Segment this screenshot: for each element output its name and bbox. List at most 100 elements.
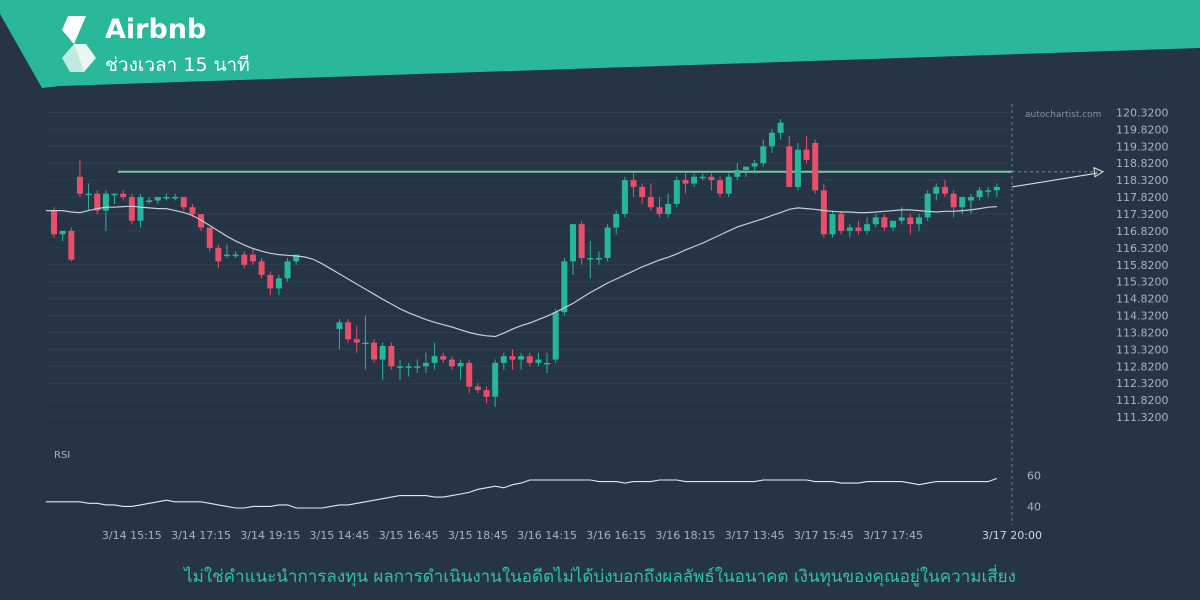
- candle-body: [673, 180, 680, 204]
- y-tick-label: 111.3200: [1116, 411, 1169, 424]
- candle-body: [258, 261, 265, 275]
- y-tick-label: 117.8200: [1116, 191, 1169, 204]
- y-tick-label: 111.8200: [1116, 394, 1169, 407]
- x-tick-label: 3/16 14:15: [517, 529, 577, 542]
- rsi-tick-label: 40: [1027, 500, 1041, 513]
- candle-body: [379, 346, 386, 360]
- candle-body: [587, 258, 594, 260]
- risk-disclaimer: ไม่ใช่คำแนะนำการลงทุน ผลการดำเนินงานในอด…: [184, 567, 1016, 587]
- candle-body: [760, 146, 767, 164]
- y-tick-label: 118.8200: [1116, 157, 1169, 170]
- candle-body: [967, 197, 974, 201]
- candle-body: [483, 390, 490, 397]
- candle-body: [388, 346, 395, 367]
- candle-body: [578, 224, 585, 258]
- banner-shape: [0, 0, 1200, 88]
- candle-body: [224, 254, 230, 257]
- candle-body: [284, 261, 291, 279]
- candle-body: [440, 356, 447, 360]
- candle-body: [535, 359, 542, 363]
- y-tick-label: 112.3200: [1116, 377, 1169, 390]
- x-tick-label: 3/15 16:45: [379, 529, 439, 542]
- y-tick-label: 116.3200: [1116, 242, 1169, 255]
- candle-body: [128, 197, 135, 221]
- x-tick-label: 3/14 19:15: [240, 529, 300, 542]
- candle-body: [613, 214, 620, 228]
- candle-body: [751, 163, 758, 167]
- candle-body: [708, 176, 715, 181]
- y-tick-label: 120.3200: [1116, 106, 1169, 119]
- candle-body: [768, 132, 775, 147]
- candle-body: [950, 193, 957, 208]
- candle-body: [509, 356, 516, 360]
- candle-body: [267, 274, 274, 289]
- header-banner: [0, 0, 1200, 88]
- y-tick-label: 115.8200: [1116, 259, 1169, 272]
- candle-body: [838, 214, 845, 231]
- candle-body: [154, 197, 161, 201]
- candle-body: [448, 359, 455, 367]
- candle-body: [864, 224, 871, 231]
- candle-body: [630, 180, 637, 187]
- rsi-tick-label: 60: [1027, 469, 1041, 482]
- candle-body: [890, 220, 897, 228]
- candle-body: [552, 312, 559, 360]
- candle-body: [466, 362, 473, 387]
- candle-body: [275, 278, 282, 289]
- candle-body: [699, 176, 706, 179]
- candle-body: [777, 122, 784, 133]
- candle-body: [898, 217, 905, 221]
- x-tick-label: 3/17 13:45: [725, 529, 785, 542]
- projection-arrow: [1011, 166, 1105, 188]
- candle-body: [353, 339, 360, 343]
- candle-body: [405, 366, 412, 368]
- candle-body: [293, 254, 300, 262]
- candle-body: [786, 146, 793, 187]
- candle-body: [907, 217, 914, 225]
- candle-body: [146, 200, 153, 202]
- y-tick-label: 112.8200: [1116, 360, 1169, 373]
- x-tick-label: 3/17 20:00: [982, 529, 1042, 542]
- x-tick-label: 3/16 18:15: [655, 529, 715, 542]
- x-tick-label: 3/15 18:45: [448, 529, 508, 542]
- candle-body: [647, 197, 654, 208]
- candle-body: [941, 186, 948, 194]
- candle-body: [215, 247, 222, 262]
- candle-body: [189, 207, 196, 214]
- candle-body: [68, 230, 75, 260]
- candle-body: [59, 230, 66, 235]
- y-tick-label: 118.3200: [1116, 174, 1169, 187]
- candle-body: [137, 197, 144, 221]
- candle-body: [371, 342, 378, 360]
- candle-body: [803, 149, 810, 160]
- watermark: autochartist.com: [1025, 110, 1101, 120]
- candle-body: [872, 217, 879, 225]
- y-tick-label: 119.8200: [1116, 123, 1169, 136]
- x-tick-label: 3/16 16:15: [586, 529, 646, 542]
- candle-body: [604, 227, 611, 258]
- candle-body: [544, 362, 551, 365]
- x-tick-label: 3/17 17:45: [863, 529, 923, 542]
- rsi-axis-ticks: 60 40: [1027, 469, 1041, 513]
- candle-body: [985, 190, 992, 192]
- candle-body: [916, 217, 922, 225]
- candle-body: [794, 149, 801, 187]
- candle-body: [665, 203, 672, 214]
- candle-body: [976, 190, 983, 198]
- candle-body: [812, 142, 819, 191]
- candle-body: [682, 180, 689, 184]
- candle-body: [336, 322, 343, 330]
- rsi-label: RSI: [54, 450, 70, 461]
- candle-body: [959, 197, 966, 208]
- candle-body: [431, 356, 438, 363]
- x-tick-label: 3/14 17:15: [171, 529, 231, 542]
- y-axis-ticks: 120.3200 119.8200 119.3200 118.8200 118.3200…: [1116, 106, 1169, 424]
- candle-body: [249, 254, 256, 262]
- candle-body: [518, 356, 525, 360]
- y-tick-label: 113.3200: [1116, 343, 1169, 356]
- candle-body: [743, 166, 749, 170]
- x-tick-label: 3/15 14:45: [309, 529, 369, 542]
- candle-body: [120, 193, 127, 198]
- rsi-line: [46, 477, 998, 509]
- candle-body: [734, 170, 741, 177]
